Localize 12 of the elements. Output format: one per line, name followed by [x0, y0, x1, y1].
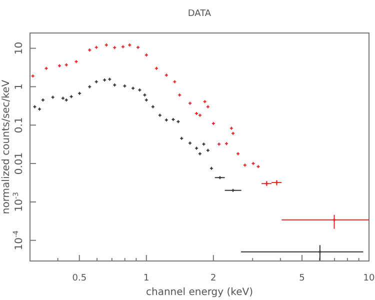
y-tick-label: 10 [14, 42, 25, 55]
x-tick-label: 1 [144, 273, 150, 284]
y-tick-label: 1 [14, 84, 25, 90]
x-tick-label: 2 [210, 273, 216, 284]
y-tick-label: 0.01 [14, 152, 25, 175]
x-tick-label: 10 [363, 273, 375, 284]
y-tick-label: 0.1 [14, 117, 25, 134]
x-tick-label: 0.5 [72, 273, 87, 284]
y-axis-title: normalized counts/sec/keV [1, 80, 12, 214]
chart-title: DATA [188, 9, 212, 19]
x-tick-label: 5 [299, 273, 305, 284]
x-axis-title: channel energy (keV) [146, 287, 254, 298]
